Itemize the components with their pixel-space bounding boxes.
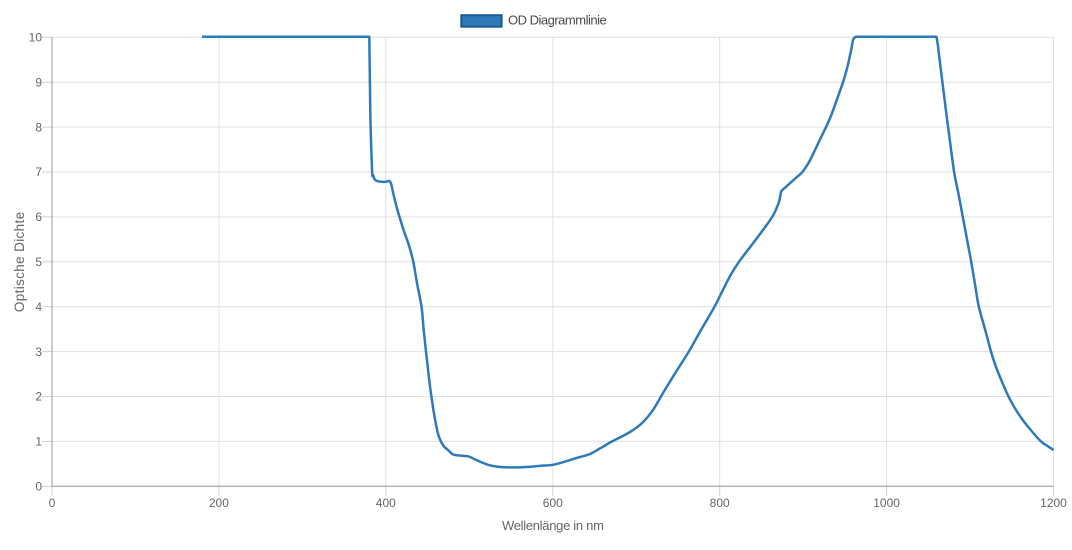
svg-text:3: 3	[35, 345, 42, 359]
svg-text:0: 0	[49, 496, 56, 510]
svg-text:OD Diagrammlinie: OD Diagrammlinie	[508, 12, 606, 27]
svg-text:0: 0	[35, 480, 42, 494]
svg-text:8: 8	[35, 120, 42, 134]
svg-text:5: 5	[35, 255, 42, 269]
svg-text:Wellenlänge in nm: Wellenlänge in nm	[502, 518, 604, 533]
svg-text:Optische Dichte: Optische Dichte	[12, 212, 27, 313]
svg-text:1200: 1200	[1040, 496, 1067, 510]
svg-text:2: 2	[35, 390, 42, 404]
svg-text:1000: 1000	[873, 496, 900, 510]
svg-text:400: 400	[376, 496, 396, 510]
svg-text:7: 7	[35, 165, 42, 179]
svg-text:10: 10	[29, 31, 43, 45]
svg-text:200: 200	[209, 496, 229, 510]
svg-text:6: 6	[35, 210, 42, 224]
svg-text:9: 9	[35, 75, 42, 89]
svg-text:1: 1	[35, 435, 42, 449]
svg-text:800: 800	[710, 496, 730, 510]
svg-text:4: 4	[35, 300, 42, 314]
svg-text:600: 600	[543, 496, 563, 510]
